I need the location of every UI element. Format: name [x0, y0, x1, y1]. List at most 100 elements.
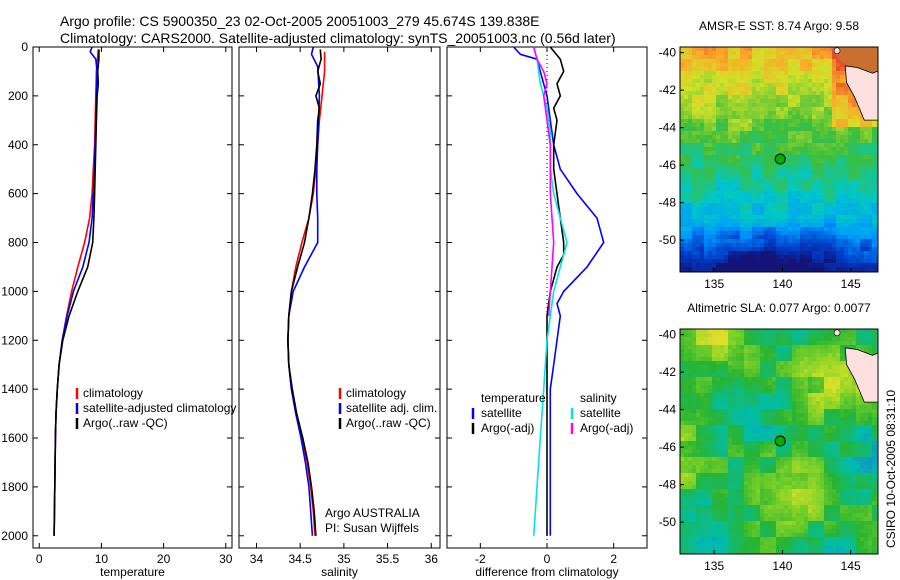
map-cell — [816, 481, 820, 485]
map-cell — [748, 421, 752, 425]
map-cell — [692, 377, 696, 381]
map-cell — [796, 111, 800, 115]
map-cell — [736, 341, 740, 345]
map-cell — [832, 385, 836, 389]
map-cell — [852, 417, 856, 421]
map-cell — [700, 91, 704, 95]
map-cell — [716, 365, 720, 369]
map-cell — [816, 79, 820, 83]
map-cell — [724, 255, 728, 259]
map-cell — [748, 175, 752, 179]
map-cell — [840, 481, 844, 485]
map-cell — [852, 401, 856, 405]
map-cell — [764, 239, 768, 243]
map-cell — [816, 131, 820, 135]
map-cell — [776, 163, 780, 167]
map-cell — [716, 385, 720, 389]
map-cell — [872, 231, 876, 235]
map-cell — [744, 199, 748, 203]
map-x-tick-label: 140 — [772, 277, 792, 291]
map-cell — [868, 143, 872, 147]
map-cell — [704, 67, 708, 71]
map-cell — [704, 147, 708, 151]
map-cell — [812, 47, 816, 51]
map-cell — [748, 99, 752, 103]
map-cell — [804, 393, 808, 397]
map-cell — [748, 263, 752, 267]
map-cell — [832, 107, 836, 111]
map-cell — [764, 243, 768, 247]
map-cell — [680, 421, 684, 425]
map-cell — [780, 227, 784, 231]
map-cell — [748, 337, 752, 341]
map-cell — [872, 251, 876, 255]
map-cell — [792, 75, 796, 79]
map-cell — [740, 187, 744, 191]
map-cell — [808, 123, 812, 127]
map-cell — [792, 329, 796, 333]
map-cell — [688, 469, 692, 473]
map-cell — [748, 247, 752, 251]
map-cell — [796, 401, 800, 405]
map-cell — [796, 107, 800, 111]
map-cell — [796, 405, 800, 409]
map-cell — [820, 131, 824, 135]
y-tick-label: 600 — [8, 187, 28, 201]
map-cell — [868, 151, 872, 155]
map-cell — [804, 369, 808, 373]
map-cell — [860, 255, 864, 259]
map-cell — [824, 425, 828, 429]
map-cell — [780, 405, 784, 409]
map-cell — [836, 211, 840, 215]
map-cell — [804, 231, 808, 235]
map-cell — [808, 267, 812, 271]
map-cell — [692, 401, 696, 405]
map-cell — [684, 171, 688, 175]
map-cell — [760, 235, 764, 239]
map-cell — [716, 445, 720, 449]
map-cell — [760, 401, 764, 405]
map-cell — [720, 263, 724, 267]
map-cell — [720, 477, 724, 481]
map-cell — [744, 195, 748, 199]
map-cell — [736, 445, 740, 449]
map-cell — [836, 393, 840, 397]
map-cell — [804, 135, 808, 139]
map-cell — [832, 199, 836, 203]
map-cell — [780, 175, 784, 179]
map-cell — [856, 107, 860, 111]
map-cell — [776, 353, 780, 357]
map-cell — [820, 393, 824, 397]
map-cell — [720, 215, 724, 219]
map-cell — [864, 469, 868, 473]
map-cell — [700, 135, 704, 139]
map-cell — [756, 429, 760, 433]
map-cell — [848, 107, 852, 111]
map-cell — [776, 211, 780, 215]
map-cell — [756, 51, 760, 55]
map-cell — [784, 203, 788, 207]
map-cell — [764, 223, 768, 227]
map-cell — [832, 75, 836, 79]
map-cell — [680, 377, 684, 381]
map-cell — [752, 83, 756, 87]
map-cell — [832, 445, 836, 449]
map-cell — [844, 211, 848, 215]
map-cell — [792, 51, 796, 55]
map-cell — [680, 413, 684, 417]
map-cell — [876, 409, 878, 413]
map-cell — [740, 409, 744, 413]
map-cell — [716, 55, 720, 59]
map-cell — [816, 267, 820, 271]
map-cell — [732, 437, 736, 441]
map-cell — [756, 481, 760, 485]
map-cell — [724, 179, 728, 183]
map-cell — [836, 119, 840, 123]
map-cell — [680, 91, 684, 95]
map-cell — [788, 437, 792, 441]
map-cell — [788, 163, 792, 167]
map-cell — [712, 263, 716, 267]
map-cell — [816, 207, 820, 211]
map-cell — [776, 429, 780, 433]
